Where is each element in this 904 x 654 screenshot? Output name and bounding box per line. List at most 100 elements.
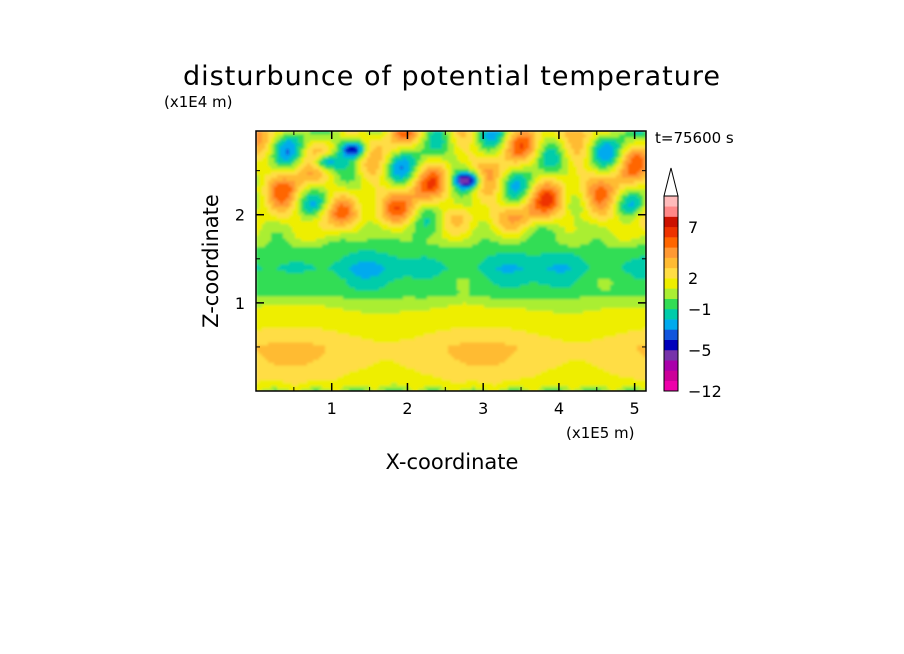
field-cell [580, 376, 584, 381]
field-cell [493, 330, 497, 334]
field-cell [388, 385, 392, 389]
field-cell [412, 330, 416, 334]
field-cell [382, 344, 386, 349]
field-cell [595, 330, 599, 334]
field-cell [319, 367, 323, 372]
field-cell [532, 350, 536, 355]
field-cell [265, 353, 269, 357]
field-cell [331, 356, 335, 360]
field-cell [322, 324, 326, 329]
field-cell [391, 327, 395, 331]
field-cell [289, 327, 293, 331]
field-cell [433, 324, 437, 329]
field-cell [415, 365, 419, 369]
field-cell [451, 388, 455, 391]
field-cell [643, 359, 646, 363]
field-cell [274, 350, 278, 355]
field-cell [313, 370, 317, 375]
field-cell [523, 333, 527, 337]
field-cell [379, 344, 383, 349]
field-cell [562, 356, 566, 360]
field-cell [367, 359, 371, 363]
field-cell [271, 341, 275, 346]
field-cell [358, 385, 362, 389]
field-cell [526, 356, 530, 360]
field-cell [313, 365, 317, 369]
field-cell [502, 359, 506, 363]
field-cell [460, 379, 464, 383]
field-cell [628, 388, 632, 391]
field-cell [421, 382, 425, 386]
field-cell [343, 341, 347, 346]
field-cell [421, 385, 425, 389]
field-cell [631, 388, 635, 391]
field-cell [511, 333, 515, 337]
field-cell [547, 333, 551, 337]
field-cell [481, 347, 485, 352]
field-cell [385, 379, 389, 383]
field-cell [538, 388, 542, 391]
field-cell [613, 347, 617, 352]
field-cell [505, 327, 509, 331]
field-cell [523, 350, 527, 355]
field-cell [601, 327, 605, 331]
field-cell [553, 385, 557, 389]
field-cell [541, 344, 545, 349]
field-cell [394, 365, 398, 369]
field-cell [271, 336, 275, 340]
field-cell [400, 347, 404, 352]
field-cell [583, 379, 587, 383]
field-cell [553, 365, 557, 369]
field-cell [331, 376, 335, 381]
field-cell [349, 370, 353, 375]
field-cell [277, 376, 281, 381]
field-cell [616, 373, 620, 378]
field-cell [283, 362, 287, 366]
field-cell [583, 356, 587, 360]
field-cell [286, 379, 290, 383]
field-cell [523, 353, 527, 357]
field-cell [283, 327, 287, 331]
field-cell [277, 347, 281, 352]
field-cell [430, 362, 434, 366]
field-cell [643, 347, 646, 352]
field-cell [433, 327, 437, 331]
field-cell [370, 341, 374, 346]
field-cell [475, 370, 479, 375]
field-cell [376, 341, 380, 346]
field-cell [619, 367, 623, 372]
field-cell [604, 333, 608, 337]
field-cell [592, 330, 596, 334]
field-cell [448, 370, 452, 375]
field-cell [565, 370, 569, 375]
field-cell [301, 379, 305, 383]
field-cell [610, 347, 614, 352]
field-cell [406, 359, 410, 363]
field-cell [418, 356, 422, 360]
field-cell [409, 350, 413, 355]
field-cell [292, 365, 296, 369]
field-cell [382, 353, 386, 357]
field-cell [319, 347, 323, 352]
field-cell [325, 333, 329, 337]
field-cell [256, 324, 260, 329]
field-cell [340, 359, 344, 363]
field-cell [322, 330, 326, 334]
field-cell [475, 373, 479, 378]
field-cell [454, 367, 458, 372]
field-cell [457, 341, 461, 346]
field-cell [304, 344, 308, 349]
field-cell [571, 370, 575, 375]
field-cell [541, 370, 545, 375]
field-cell [535, 370, 539, 375]
field-cell [490, 330, 494, 334]
field-cell [586, 353, 590, 357]
field-cell [301, 341, 305, 346]
field-cell [571, 379, 575, 383]
field-cell [490, 362, 494, 366]
field-cell [511, 347, 515, 352]
field-cell [370, 327, 374, 331]
field-cell [424, 365, 428, 369]
field-cell [385, 324, 389, 329]
field-cell [454, 382, 458, 386]
